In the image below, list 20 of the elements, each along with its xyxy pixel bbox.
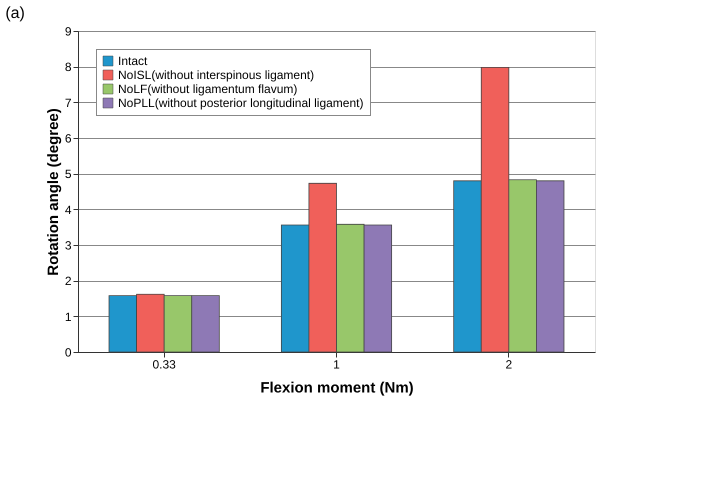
- y-tick-label: 7: [64, 96, 72, 110]
- y-tick-label: 1: [64, 310, 72, 324]
- x-tick-label: 0.33: [152, 358, 176, 372]
- y-tick-label: 3: [64, 238, 72, 252]
- y-tick-label: 8: [64, 60, 72, 74]
- y-tick-label: 2: [64, 274, 72, 288]
- x-tick-label: 2: [505, 358, 512, 372]
- legend-label: NoPLL(without posterior longitudinal ligament): [118, 96, 364, 110]
- x-axis-title: Flexion moment (Nm): [260, 380, 414, 396]
- y-axis-title: Rotation angle (degree): [44, 108, 62, 276]
- legend-label: Intact: [118, 54, 148, 68]
- y-tick-label: 0: [64, 346, 72, 360]
- legend-label: NoISL(without interspinous ligament): [118, 68, 314, 82]
- legend-label: NoLF(without ligamentum flavum): [118, 82, 298, 96]
- x-tick-label: 1: [333, 358, 340, 372]
- y-tick-label: 9: [64, 24, 72, 38]
- y-tick-label: 6: [64, 132, 72, 146]
- y-tick-label: 5: [64, 167, 72, 182]
- chart-title: (a): [5, 5, 25, 22]
- y-tick-label: 4: [64, 202, 72, 217]
